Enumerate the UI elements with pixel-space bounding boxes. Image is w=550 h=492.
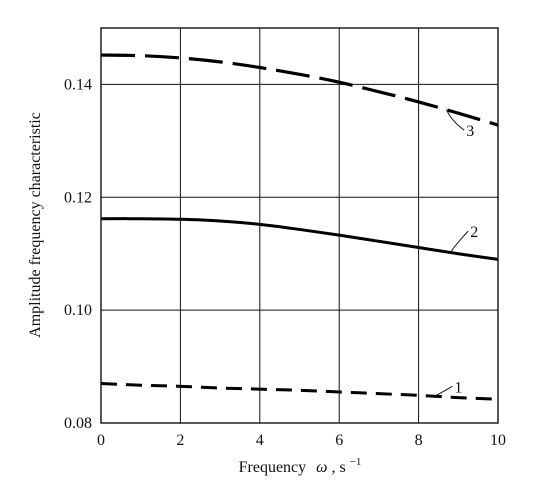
y-tick-label: 0.12	[64, 189, 92, 206]
series-leader-3	[445, 109, 465, 131]
x-tick-label: 2	[176, 432, 184, 449]
series-lines	[100, 53, 499, 401]
y-tick-label: 0.08	[64, 415, 92, 432]
x-axis-label: Frequency ω , s −1	[239, 456, 362, 476]
y-tick-label: 0.14	[64, 76, 92, 93]
x-tick-label: 6	[335, 432, 343, 449]
series-leader-2	[449, 230, 469, 253]
grid	[101, 28, 498, 423]
series-line-1	[100, 382, 499, 401]
series-label-2: 2	[470, 224, 478, 241]
series-label-3: 3	[466, 123, 474, 140]
series-leader-1	[434, 385, 453, 397]
series-line-2	[100, 217, 499, 261]
plot-frame	[100, 27, 499, 424]
y-tick-labels: 0.08 0.10 0.12 0.14	[64, 76, 92, 432]
y-axis-label: Amplitude frequency characteristic	[27, 112, 44, 338]
y-tick-label: 0.10	[64, 302, 92, 319]
x-tick-label: 8	[415, 432, 423, 449]
x-tick-label: 4	[256, 432, 264, 449]
series-label-1: 1	[454, 379, 462, 396]
series-line-3	[100, 53, 499, 127]
series-labels: 1 2 3	[434, 109, 478, 397]
x-tick-label: 0	[97, 432, 105, 449]
x-tick-label: 10	[490, 432, 506, 449]
x-tick-labels: 0 2 4 6 8 10	[97, 432, 506, 449]
